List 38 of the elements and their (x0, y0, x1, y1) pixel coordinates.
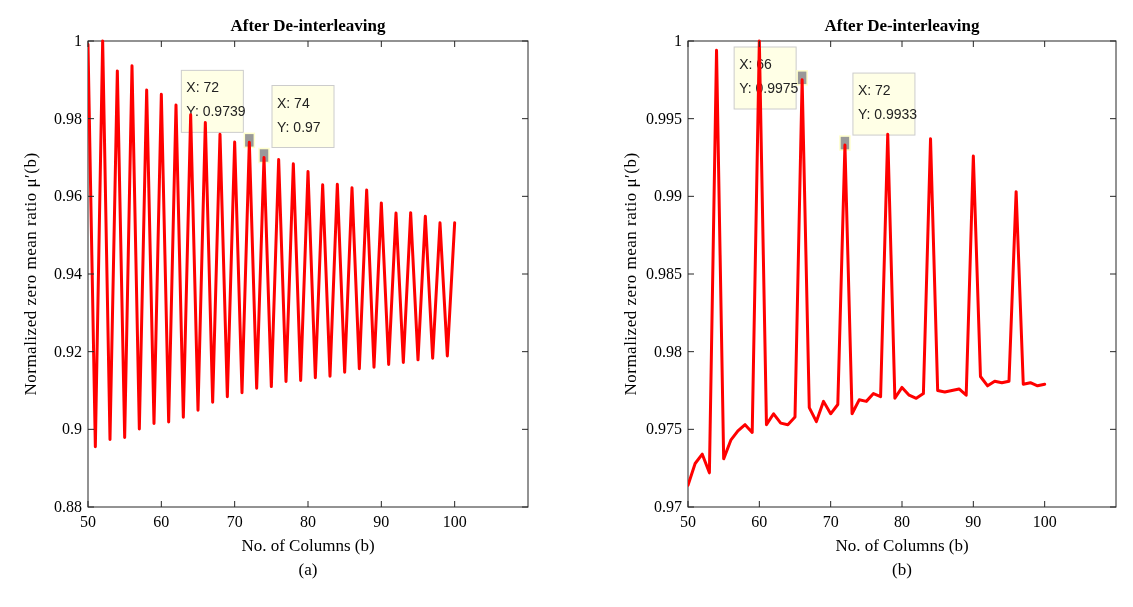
y-tick-label: 0.88 (54, 498, 82, 515)
y-tick-label: 0.97 (654, 498, 682, 515)
x-tick-label: 80 (300, 513, 316, 530)
y-tick-label: 0.98 (54, 109, 82, 127)
x-tick-label: 100 (1032, 513, 1057, 530)
chart-title: After De-interleaving (230, 16, 386, 35)
x-tick-label: 50 (680, 513, 696, 530)
x-tick-label: 70 (226, 513, 243, 530)
x-tick-label: 100 (442, 513, 467, 530)
x-tick-label: 50 (80, 513, 96, 530)
y-tick-label: 0.975 (646, 420, 682, 438)
y-axis-title: Normalized zero mean ratio μ′(b) (21, 152, 40, 396)
x-tick-label: 70 (822, 513, 839, 530)
y-tick-label: 1 (674, 32, 682, 49)
text: (b) (892, 560, 912, 579)
y-tick-label: 0.92 (54, 342, 82, 360)
x-tick-label: 80 (894, 513, 910, 530)
y-tick-label: 0.985 (646, 265, 682, 282)
y-tick-label: 0.99 (654, 187, 682, 205)
annotation: X: 74 Y: 0.97 (277, 94, 321, 135)
x-tick-label: 60 (153, 513, 170, 530)
y-tick-label: 0.94 (54, 265, 82, 282)
x-tick-label: 60 (751, 513, 768, 530)
x-axis-title: No. of Columns (b) (241, 536, 375, 555)
y-tick-label: 0.995 (646, 109, 682, 127)
y-tick-label: 0.98 (654, 342, 682, 360)
line-series (688, 39, 1047, 487)
y-axis-title: Normalized zero mean ratio μ′(b) (621, 152, 640, 396)
annotation: X: 72 Y: 0.9933 (857, 82, 918, 123)
chart-title: After De-interleaving (824, 16, 980, 35)
y-tick-label: 0.9 (62, 420, 82, 438)
line-series (88, 39, 457, 449)
text: (a) (298, 560, 318, 579)
x-axis-title: No. of Columns (b) (835, 536, 969, 555)
y-tick-label: 0.96 (54, 187, 82, 205)
y-tick-label: 1 (74, 32, 82, 49)
x-tick-label: 90 (965, 513, 982, 530)
x-tick-label: 90 (373, 513, 390, 530)
